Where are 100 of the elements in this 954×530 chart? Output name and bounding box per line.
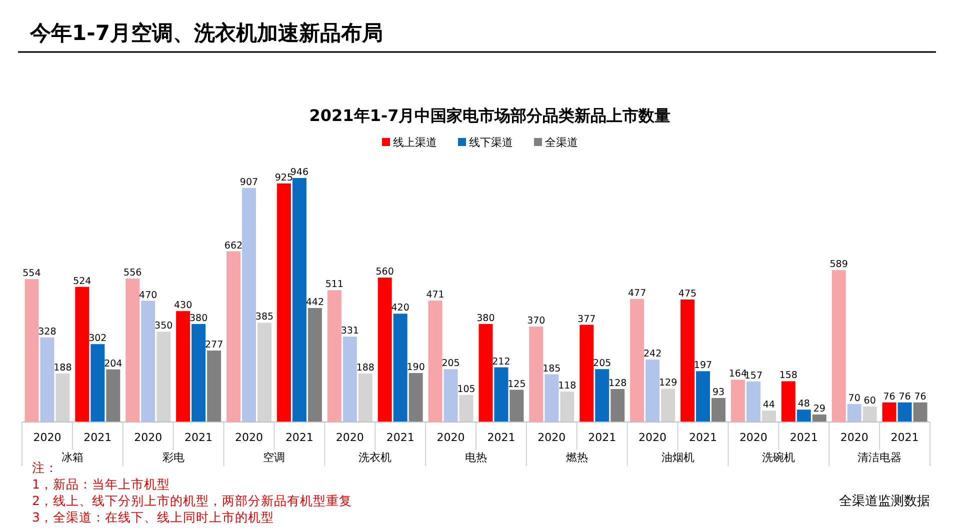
- bar: [342, 336, 357, 422]
- data-label: 188: [54, 362, 72, 374]
- chart-title: 今年1-7月空调、洗衣机加速新品布局: [29, 21, 383, 45]
- text: 空调: [263, 451, 286, 464]
- x-tick-label: 2020: [739, 431, 768, 444]
- x-tick-label: 2020: [134, 431, 162, 444]
- bar: [730, 380, 745, 422]
- bar: [510, 390, 524, 422]
- text: 冰箱: [61, 451, 84, 464]
- data-label: 105: [457, 384, 476, 395]
- data-label: 589: [830, 259, 848, 270]
- data-label: 205: [442, 358, 460, 370]
- text: 燃热: [566, 451, 588, 464]
- bar: [610, 388, 625, 422]
- x-tick-label: 2021: [790, 431, 818, 444]
- data-label: 524: [73, 276, 92, 287]
- bar: [812, 414, 826, 422]
- data-label: 907: [240, 177, 258, 188]
- data-label: 197: [694, 360, 712, 372]
- bar: [580, 324, 594, 422]
- data-label: 205: [593, 358, 612, 370]
- bar: [292, 178, 306, 422]
- data-label: 128: [608, 378, 627, 389]
- data-label: 470: [139, 290, 158, 301]
- data-label: 125: [508, 378, 526, 390]
- bar: [762, 410, 776, 422]
- bar: [176, 311, 190, 422]
- data-label: 380: [476, 312, 495, 324]
- data-label: 477: [628, 288, 646, 299]
- bar: [358, 374, 372, 422]
- data-label: 370: [527, 316, 546, 327]
- bar: [494, 367, 508, 422]
- x-tick-label: 2021: [184, 431, 213, 444]
- bar: [24, 279, 39, 422]
- bar: [258, 322, 272, 422]
- bar: [192, 324, 206, 422]
- data-label: 302: [88, 333, 107, 344]
- data-label: 70: [848, 392, 860, 404]
- bar: [75, 286, 90, 422]
- data-label: 471: [426, 290, 444, 301]
- data-label: 430: [174, 300, 192, 312]
- data-label: 925: [274, 172, 294, 184]
- bar: [40, 337, 54, 422]
- data-label: 93: [712, 387, 725, 398]
- bar: [308, 308, 322, 422]
- data-label: 662: [224, 240, 243, 252]
- data-label: 185: [542, 363, 561, 374]
- data-label: 129: [658, 378, 678, 389]
- bar: [393, 314, 408, 422]
- data-label: 212: [492, 356, 510, 368]
- bar: [898, 402, 912, 422]
- data-label: 380: [189, 312, 208, 324]
- bar: [529, 326, 544, 422]
- bar: [156, 332, 171, 422]
- bar: [459, 394, 474, 422]
- bar: [796, 410, 811, 422]
- data-label: 76: [898, 391, 911, 402]
- x-tick-label: 2021: [84, 431, 112, 444]
- data-label: 204: [104, 358, 122, 370]
- bar: [862, 406, 877, 422]
- data-label: 188: [356, 362, 374, 374]
- bar: [646, 360, 660, 422]
- text: 清洁电器: [858, 451, 902, 464]
- x-tick-label: 2020: [33, 431, 62, 444]
- legend-label: 线上渠道: [393, 136, 437, 149]
- text: 彩电: [162, 451, 184, 464]
- data-label: 44: [762, 400, 775, 411]
- chart-subtitle: 2021年1-7月中国家电市场部分品类新品上市数量: [309, 106, 671, 125]
- data-label: 190: [406, 362, 425, 373]
- data-label: 29: [813, 404, 826, 415]
- data-label: 475: [678, 288, 697, 300]
- bar: [378, 278, 392, 422]
- data-label: 76: [883, 391, 896, 402]
- bar: [478, 324, 493, 422]
- legend-label: 线下渠道: [469, 136, 513, 149]
- bar: [106, 369, 120, 422]
- legend-label: 全渠道: [545, 136, 578, 149]
- data-label: 48: [798, 398, 810, 410]
- bar: [444, 369, 458, 422]
- bar: [207, 350, 222, 422]
- x-tick-label: 2021: [588, 431, 616, 444]
- bar: [90, 344, 105, 422]
- bar: [560, 392, 574, 422]
- x-tick-label: 2020: [436, 431, 465, 444]
- text: 全渠道监测数据: [839, 494, 930, 509]
- bar: [680, 299, 694, 422]
- bar: [882, 402, 896, 422]
- text: 洗碗机: [762, 451, 796, 464]
- x-tick-label: 2020: [638, 431, 667, 444]
- x-tick-label: 2020: [538, 431, 566, 444]
- bar: [126, 278, 140, 422]
- text: 电热: [465, 451, 487, 464]
- bar: [276, 183, 291, 422]
- x-tick-label: 2020: [235, 431, 263, 444]
- data-label: 331: [340, 326, 359, 337]
- bar: [226, 251, 240, 422]
- data-label: 60: [864, 396, 876, 407]
- data-label: 118: [558, 380, 576, 392]
- data-label: 560: [376, 266, 394, 278]
- bar: [595, 369, 610, 422]
